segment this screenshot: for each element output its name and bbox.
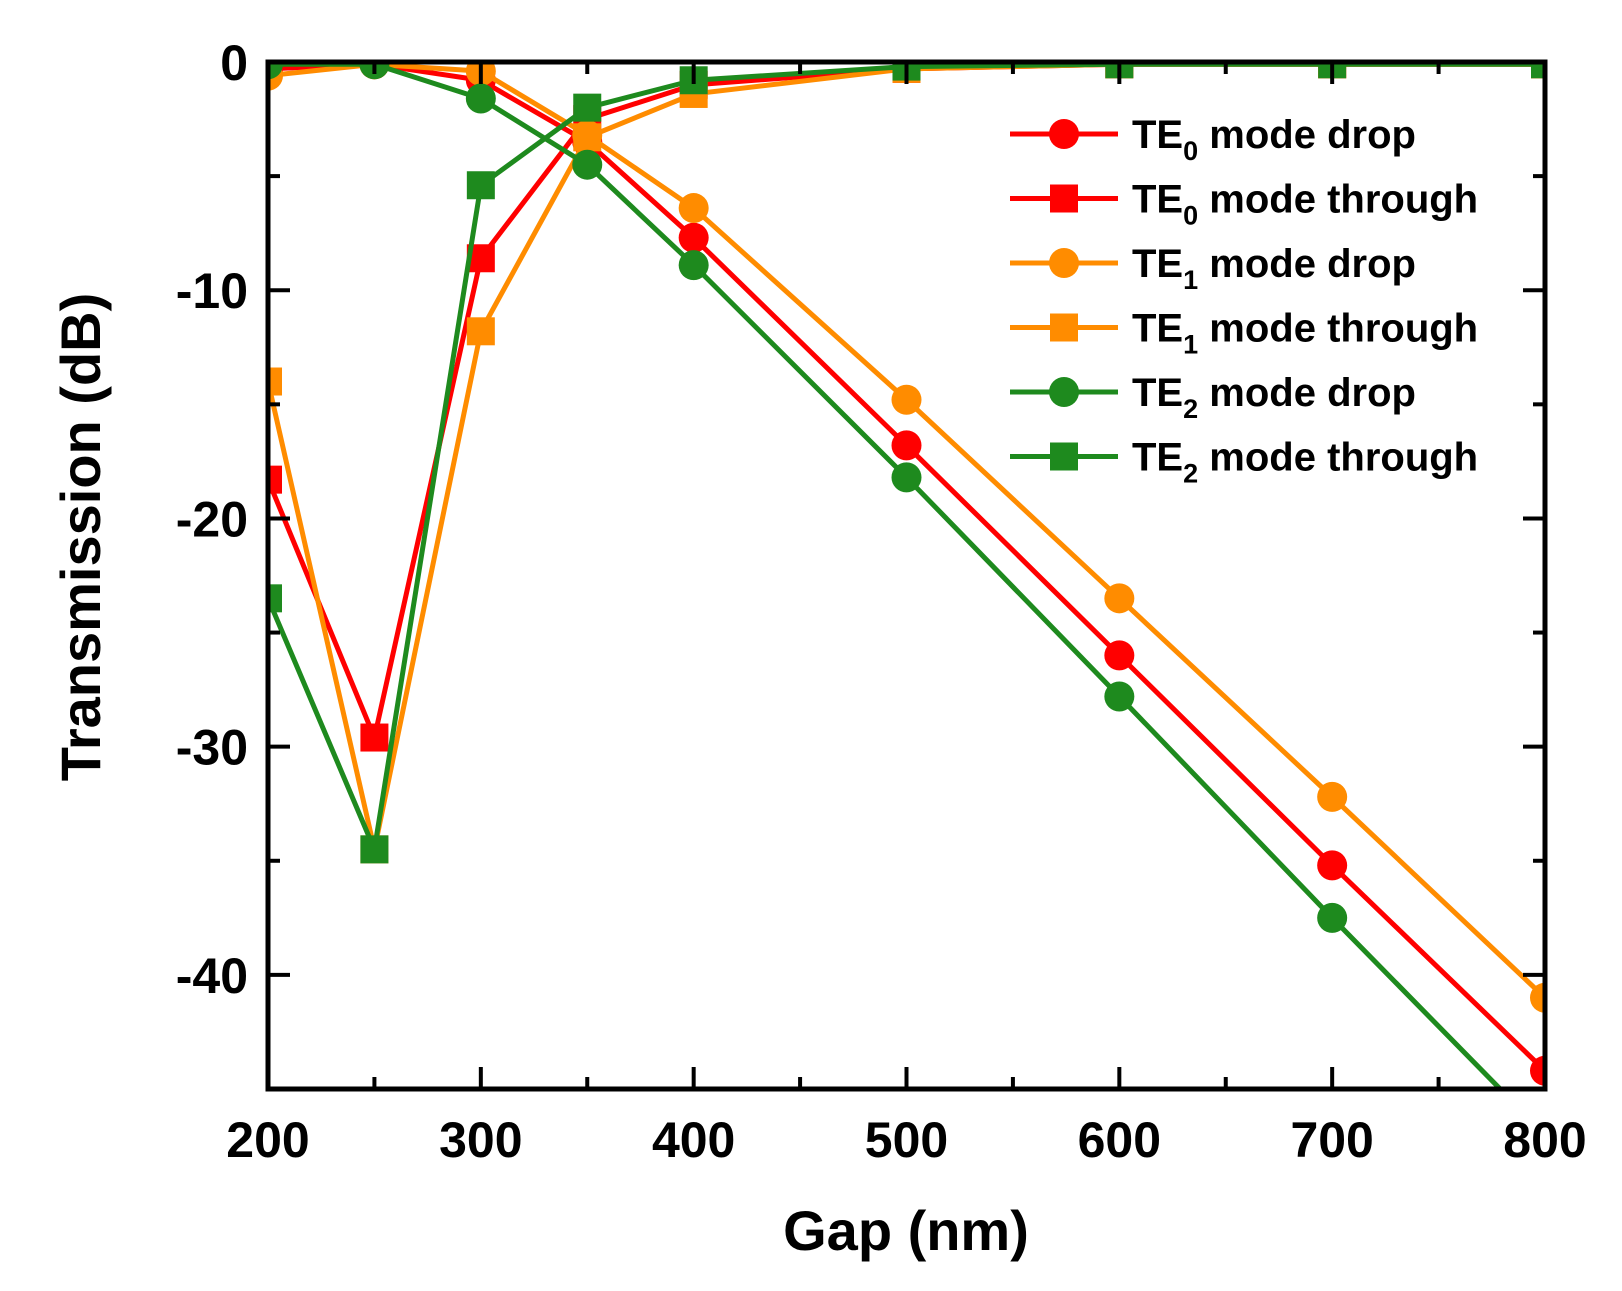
- x-tick-label: 600: [1078, 1112, 1161, 1168]
- data-point-square: [268, 465, 282, 494]
- data-point-circle: [572, 149, 603, 180]
- y-axis-title: Transmission (dB): [49, 293, 112, 782]
- legend-marker: [1049, 377, 1079, 407]
- x-tick-label: 500: [865, 1112, 948, 1168]
- x-axis-title: Gap (nm): [783, 1199, 1029, 1262]
- data-point-circle: [465, 83, 496, 114]
- legend-label: TE1 mode through: [1132, 307, 1478, 360]
- x-tick-label: 200: [226, 1112, 309, 1168]
- legend-label: TE1 mode drop: [1132, 242, 1416, 295]
- legend-marker: [1050, 442, 1078, 471]
- y-tick-label: -40: [176, 948, 248, 1004]
- legend-item: TE1 mode through: [1010, 307, 1478, 360]
- data-point-circle: [891, 384, 922, 415]
- data-point-circle: [1530, 982, 1545, 1013]
- legend-marker: [1049, 248, 1079, 278]
- data-point-circle: [1530, 1055, 1545, 1086]
- legend-label: TE2 mode through: [1132, 436, 1478, 489]
- data-point-circle: [891, 462, 922, 493]
- data-point-square: [466, 317, 495, 346]
- legend-item: TE2 mode drop: [1010, 371, 1416, 424]
- data-point-circle: [1104, 640, 1135, 671]
- tick-layer: [266, 60, 1547, 1089]
- y-tick-label: -20: [176, 491, 248, 547]
- legend-item: TE0 mode through: [1010, 178, 1478, 231]
- legend-item: TE2 mode through: [1010, 436, 1478, 489]
- tick-label-layer: 200 300 400 500 600 700 800 0 -10 -20 -30 -40: [176, 35, 1587, 1168]
- data-point-circle: [891, 430, 922, 461]
- y-tick-label: 0: [220, 35, 248, 91]
- legend-marker: [1050, 313, 1078, 342]
- legend: TE0 mode drop TE0 mode through TE1 mode dr…: [1010, 113, 1478, 489]
- y-tick-label: -30: [176, 720, 248, 776]
- data-point-circle: [1104, 681, 1135, 712]
- data-point-square: [1531, 62, 1545, 79]
- data-point-square: [573, 93, 602, 122]
- x-tick-label: 800: [1503, 1112, 1586, 1168]
- x-tick-label: 400: [652, 1112, 735, 1168]
- data-point-circle: [1317, 781, 1348, 812]
- data-point-square: [466, 171, 495, 200]
- legend-label: TE0 mode drop: [1132, 113, 1416, 166]
- data-point-square: [268, 584, 282, 613]
- legend-label: TE0 mode through: [1132, 178, 1478, 231]
- data-point-square: [268, 367, 282, 396]
- legend-marker: [1050, 184, 1078, 213]
- data-point-square: [573, 123, 602, 152]
- data-point-circle: [678, 250, 709, 281]
- y-tick-label: -10: [176, 263, 248, 319]
- data-point-square: [360, 835, 389, 864]
- x-tick-label: 300: [439, 1112, 522, 1168]
- legend-item: TE0 mode drop: [1010, 113, 1416, 166]
- data-point-circle: [268, 62, 283, 80]
- data-point-circle: [678, 222, 709, 253]
- data-point-circle: [1104, 583, 1135, 614]
- series-5: [268, 62, 1504, 1089]
- data-point-circle: [1317, 850, 1348, 881]
- legend-label: TE2 mode drop: [1132, 371, 1416, 424]
- data-point-square: [360, 723, 389, 752]
- legend-marker: [1049, 119, 1079, 149]
- data-point-circle: [1317, 902, 1348, 933]
- series-line: [268, 62, 1504, 1089]
- data-point-circle: [678, 193, 709, 224]
- series-layer: [268, 62, 1545, 1089]
- legend-item: TE1 mode drop: [1010, 242, 1416, 295]
- x-tick-label: 700: [1290, 1112, 1373, 1168]
